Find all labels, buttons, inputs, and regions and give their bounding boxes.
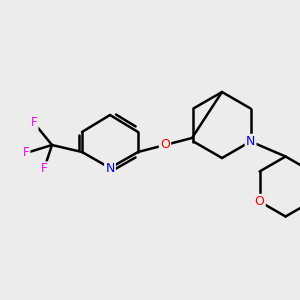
Text: O: O bbox=[160, 139, 170, 152]
Text: N: N bbox=[246, 135, 255, 148]
Text: F: F bbox=[23, 146, 29, 160]
Text: F: F bbox=[31, 116, 37, 130]
Text: O: O bbox=[255, 195, 265, 208]
Text: F: F bbox=[41, 163, 47, 176]
Text: N: N bbox=[105, 161, 115, 175]
